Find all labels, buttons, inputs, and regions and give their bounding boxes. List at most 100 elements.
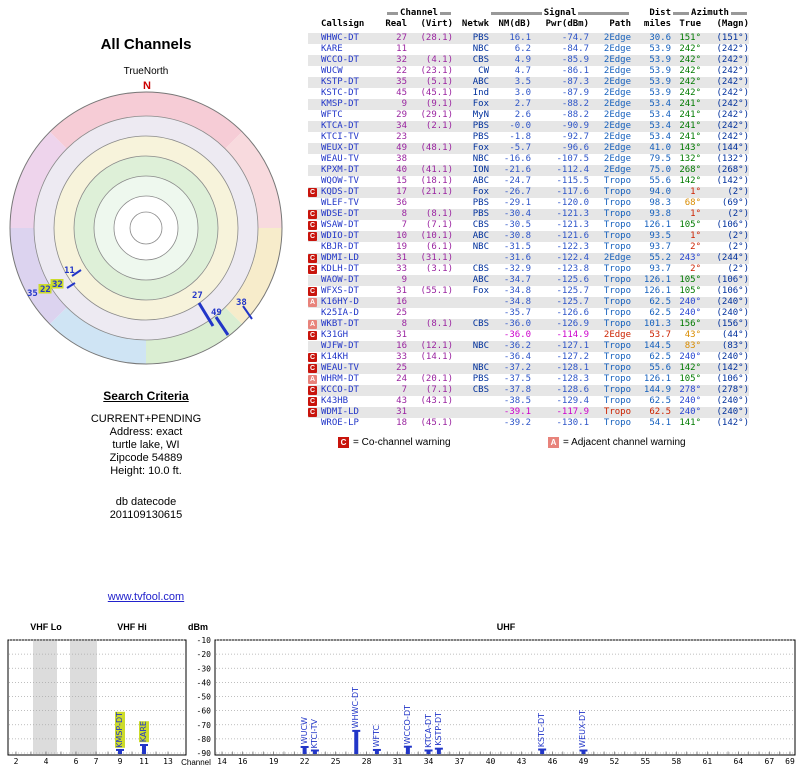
cell-nm-db: -36.2 (503, 341, 531, 351)
cell-nm-db: -30.5 (503, 220, 531, 230)
radar-marker-highlight (50, 279, 64, 289)
cell-channel-real: 8 (401, 319, 407, 329)
cell-network: PBS (472, 209, 489, 219)
signal-bar (142, 745, 146, 754)
cell-channel-real: 17 (396, 187, 407, 197)
cell-channel-virtual (407, 308, 453, 319)
signal-bar-cap (434, 747, 443, 750)
cell-network: PBS (472, 374, 489, 384)
channel-tick-label: 7 (94, 757, 99, 766)
cell-azimuth-true: 151° (679, 33, 701, 43)
cell-network: NBC (472, 154, 489, 164)
cell-miles: 53.7 (649, 330, 671, 340)
cell-channel-real: 24 (396, 374, 407, 384)
cell-nm-db: -34.7 (503, 275, 531, 285)
cell-callsign: WEUX-DT (321, 143, 359, 153)
cell-nm-db: 2.6 (514, 110, 531, 120)
bar-callsign-label: WFTC (371, 725, 381, 748)
table-row: C KCCO-DT 7 (7.1) CBS -37.8 -128.6 Tropo 144.9 27… (308, 385, 749, 396)
bar-callsign-label: KSTP-DT (433, 712, 443, 747)
cell-channel-real: 25 (396, 308, 407, 318)
co-channel-warning-icon: C (308, 331, 317, 340)
cell-azimuth-true: 241° (679, 110, 701, 120)
cell-path: 2Edge (603, 253, 631, 263)
cell-path: 2Edge (603, 121, 631, 131)
y-axis-tick-label: -50 (197, 693, 212, 702)
warning-cell: A (308, 319, 321, 330)
cell-nm-db: 2.7 (514, 99, 531, 109)
cell-power-dbm: -128.3 (556, 374, 589, 384)
y-axis-tick-label: -70 (197, 721, 212, 730)
band-label: VHF Hi (117, 622, 147, 632)
cell-channel-real: 31 (396, 330, 407, 340)
cell-power-dbm: -127.2 (556, 352, 589, 362)
cell-azimuth-magnetic: (83°) (721, 341, 749, 351)
cell-nm-db: 4.9 (514, 55, 531, 65)
cell-path: Tropo (603, 385, 631, 395)
signal-bar (118, 750, 122, 754)
warning-cell: C (308, 407, 321, 418)
cell-channel-virtual: (7.1) (425, 385, 453, 395)
warning-cell (308, 154, 321, 165)
cell-miles: 55.6 (649, 176, 671, 186)
cell-miles: 126.1 (643, 275, 671, 285)
channel-group-header: Channel (385, 8, 453, 19)
cell-path: 2Edge (603, 165, 631, 175)
cell-network: PBS (472, 121, 489, 131)
adjacent-channel-legend-text: = Adjacent channel warning (563, 437, 686, 448)
cell-miles: 75.0 (649, 165, 671, 175)
cell-azimuth-magnetic: (2°) (727, 242, 749, 252)
cell-channel-real: 34 (396, 121, 407, 131)
cell-miles: 98.3 (649, 198, 671, 208)
cell-channel-virtual (407, 44, 453, 55)
tvfool-link[interactable]: www.tvfool.com (107, 591, 185, 603)
cell-callsign: KSTC-DT (321, 88, 359, 98)
cell-azimuth-true: 1° (690, 187, 701, 197)
cell-channel-virtual: (8.1) (425, 319, 453, 329)
cell-nm-db: -37.2 (503, 363, 531, 373)
cell-nm-db: -31.6 (503, 253, 531, 263)
channel-tick-label: 37 (455, 757, 465, 766)
cell-channel-virtual (407, 407, 453, 418)
cell-network: Fox (472, 143, 489, 153)
radar-bearing-tick (214, 316, 230, 336)
radar-channel-marker: 27 (192, 291, 203, 301)
cell-azimuth-true: 242° (679, 55, 701, 65)
cell-channel-virtual: (3.1) (425, 264, 453, 274)
cell-path: 2Edge (603, 99, 631, 109)
column-header: (Magn) (716, 19, 749, 29)
warning-cell (308, 308, 321, 319)
cell-network: NBC (472, 242, 489, 252)
cell-nm-db: -36.0 (503, 330, 531, 340)
cell-azimuth-true: 278° (679, 385, 701, 395)
cell-callsign: WDMI-LD (321, 253, 359, 263)
cell-power-dbm: -125.7 (556, 286, 589, 296)
cell-power-dbm: -121.6 (556, 231, 589, 241)
cell-power-dbm: -121.3 (556, 220, 589, 230)
cell-channel-real: 11 (396, 44, 407, 54)
signal-bar-cap (116, 748, 124, 751)
column-header: NM(dB) (498, 19, 531, 29)
cell-channel-real: 31 (396, 407, 407, 417)
cell-azimuth-true: 1° (690, 231, 701, 241)
cell-nm-db: -21.6 (503, 165, 531, 175)
bar-callsign-label: KSTC-DT (537, 712, 547, 748)
y-axis-tick-label: -60 (197, 707, 212, 716)
channel-tick-label: 52 (610, 757, 620, 766)
cell-channel-real: 40 (396, 165, 407, 175)
cell-network: Fox (472, 187, 489, 197)
cell-azimuth-magnetic: (106°) (716, 220, 749, 230)
cell-path: Tropo (603, 396, 631, 406)
search-mode: CURRENT+PENDING (90, 413, 202, 425)
cell-azimuth-true: 156° (679, 319, 701, 329)
channel-tick-label: 34 (424, 757, 434, 766)
cell-azimuth-true: 240° (679, 352, 701, 362)
cell-channel-real: 25 (396, 363, 407, 373)
cell-callsign: K16HY-D (321, 297, 359, 307)
cell-network: CBS (472, 220, 489, 230)
warning-cell (308, 198, 321, 209)
cell-callsign: WDMI-LD (321, 407, 359, 417)
table-row: A WHRM-DT 24 (20.1) PBS -37.5 -128.3 Tropo 126.1… (308, 374, 749, 385)
cell-azimuth-magnetic: (242°) (716, 55, 749, 65)
table-row: C WDMI-LD 31 (31.1) -31.6 -122.4 2Edge 55.2 243°… (308, 253, 749, 264)
